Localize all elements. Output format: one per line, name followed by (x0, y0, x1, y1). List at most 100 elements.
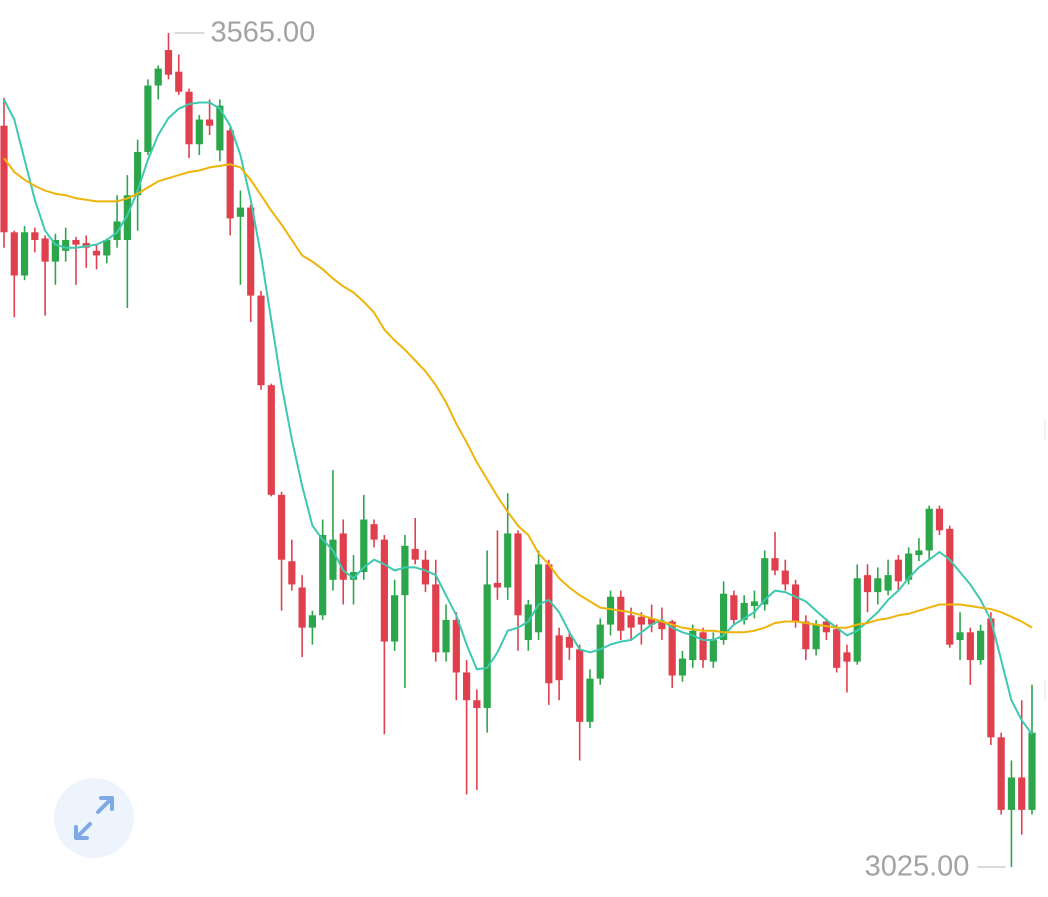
candle-body (668, 621, 676, 676)
candle-body (720, 593, 728, 641)
candle-body (452, 619, 460, 673)
candle-body (935, 508, 944, 531)
candle-body (750, 601, 759, 607)
candle-body (504, 533, 512, 588)
candle-body (699, 632, 707, 661)
candle-body (956, 632, 964, 641)
candle-body (534, 564, 543, 633)
candle-body (483, 584, 491, 708)
candle-body (987, 618, 995, 738)
candle-body (51, 240, 59, 262)
candle-body (493, 582, 502, 588)
candle-body (123, 195, 131, 241)
candle-body (0, 125, 8, 233)
candle-body (277, 494, 286, 560)
candle-body (329, 539, 337, 580)
candle-body (812, 624, 820, 650)
candle-body (617, 596, 625, 631)
candle-body (905, 553, 913, 580)
candle-body (226, 130, 234, 219)
candle-body (370, 524, 378, 540)
candle-body (134, 151, 142, 196)
candle-body (380, 539, 388, 642)
candle-body (791, 584, 800, 622)
candle-body (20, 232, 29, 276)
candle-body (658, 621, 666, 630)
candle-body (288, 561, 296, 585)
candle-body (925, 508, 933, 551)
candle-body (144, 85, 152, 152)
candle-body (195, 119, 203, 145)
moving-averages (3, 99, 1033, 735)
candle-body (894, 559, 902, 582)
candle-body (92, 250, 101, 256)
candle-body (853, 578, 861, 662)
candle-body (761, 558, 769, 605)
candle-body (678, 658, 687, 676)
candle-body (915, 550, 923, 556)
candle-body (1028, 732, 1036, 810)
candle-body (308, 615, 316, 628)
candle-body (401, 545, 409, 596)
candle-body (154, 68, 162, 86)
candle-body (421, 559, 430, 585)
candle-body (606, 596, 615, 625)
candle-body (843, 652, 851, 662)
candle-body (298, 587, 306, 628)
candle-body (360, 519, 368, 573)
candle-body (1018, 777, 1026, 810)
candle-body (689, 630, 697, 661)
candle-body (41, 238, 49, 262)
candle-body (586, 678, 594, 722)
candle-body (267, 385, 275, 495)
candle-body (257, 295, 265, 386)
candle-body (31, 232, 39, 241)
extreme-labels: 3565.00 3025.00 (174, 17, 1006, 883)
candle-body (627, 615, 635, 628)
candle-body (185, 91, 193, 145)
candle-body (781, 570, 789, 585)
candle-body (442, 619, 450, 653)
expand-button-bg[interactable] (54, 778, 134, 858)
candle-body (884, 575, 892, 591)
candle-body (411, 548, 419, 560)
candle-body (514, 533, 522, 616)
candle-body (771, 558, 779, 571)
candle-body (946, 528, 954, 645)
candle-body (555, 635, 563, 681)
candle-body (473, 700, 481, 708)
candle-body (72, 240, 80, 245)
candle-body (62, 240, 70, 251)
candle-body (740, 602, 748, 620)
candle-body (648, 618, 656, 625)
min-label: 3025.00 (865, 851, 970, 883)
candle-body (966, 632, 974, 661)
ma-line (3, 99, 1033, 735)
candle-body (565, 636, 573, 648)
candle-body (997, 737, 1005, 810)
candle-body (103, 240, 111, 256)
candle-body (319, 534, 327, 616)
candles (0, 33, 1036, 868)
candle-body (709, 640, 717, 662)
expand-button[interactable] (54, 778, 134, 858)
candle-body (596, 624, 604, 679)
candle-body (236, 207, 245, 217)
candle-body (175, 71, 183, 92)
candle-body (977, 630, 985, 661)
candle-body (164, 50, 173, 75)
candle-body (833, 629, 841, 668)
candle-body (216, 105, 224, 151)
candle-body (206, 119, 214, 126)
candle-body (874, 578, 882, 593)
candle-body (247, 207, 255, 296)
candle-body (349, 572, 358, 580)
expand-icon[interactable] (74, 796, 114, 840)
max-label: 3565.00 (210, 17, 315, 49)
candle-body (730, 595, 738, 620)
candle-body (863, 575, 872, 593)
candle-body (1007, 777, 1016, 810)
candle-body (802, 621, 810, 650)
candle-body (10, 232, 18, 276)
